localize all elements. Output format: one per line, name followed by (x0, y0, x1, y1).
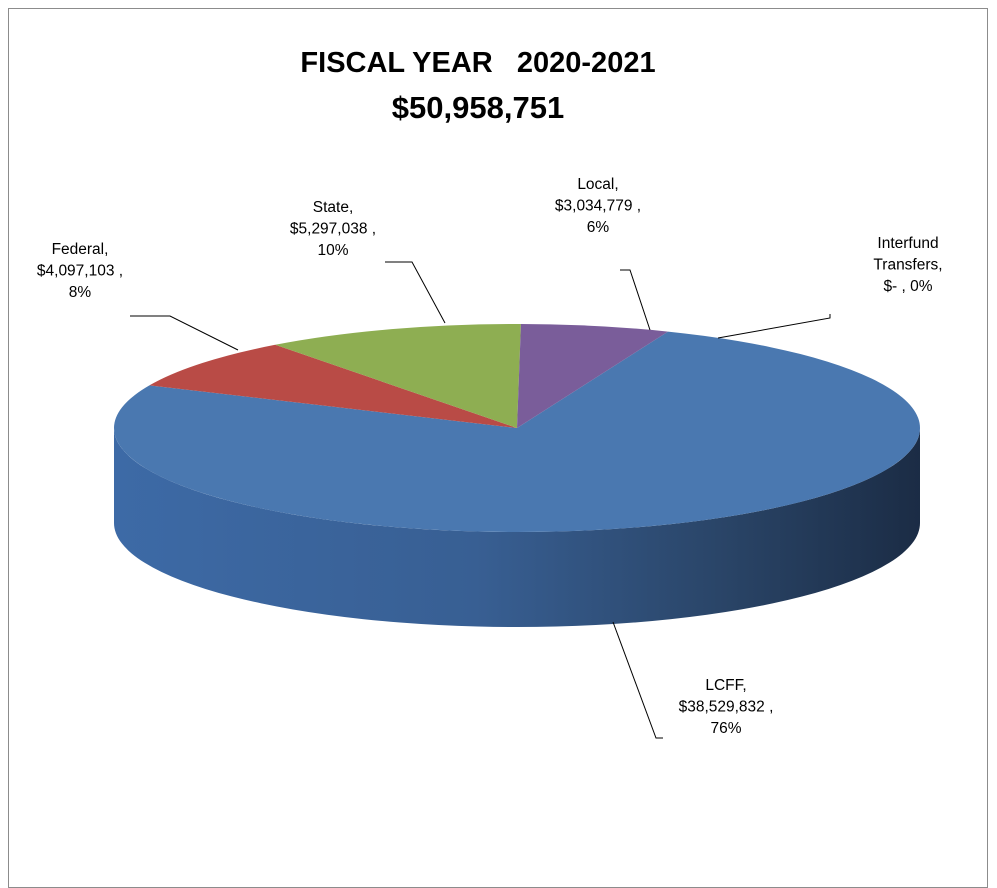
data-label-interfund-transfers-line-3: $- , 0% (883, 278, 932, 295)
leader-line-interfund-transfers (717, 314, 831, 339)
leader-lines (130, 261, 831, 739)
data-label-lcff-line-3: 76% (710, 720, 741, 737)
slice-state (275, 324, 521, 428)
chart-title: FISCAL YEAR 2020-2021 (300, 47, 655, 79)
data-label-lcff-line-1: LCFF, (705, 677, 746, 694)
data-label-interfund-transfers-line-2: Transfers, (873, 257, 942, 274)
data-label-federal-line-2: $4,097,103 , (37, 263, 123, 280)
pie-top (113, 324, 920, 533)
slice-federal (149, 344, 518, 428)
slice-side-lcff (114, 428, 920, 627)
leader-line-local (620, 269, 651, 331)
leader-line-state (385, 261, 446, 324)
data-label-local-line-3: 6% (587, 219, 610, 236)
data-labels: LCFF, $38,529,832 , 76% Federal, $4,097,103 … (37, 176, 943, 737)
data-label-lcff-line-2: $38,529,832 , (679, 699, 774, 716)
slice-lcff (113, 331, 920, 533)
leader-line-federal (130, 315, 239, 351)
data-label-federal-line-1: Federal, (52, 241, 109, 258)
data-label-local-line-1: Local, (577, 176, 618, 193)
leader-line-lcff (612, 621, 663, 739)
data-label-state-line-2: $5,297,038 , (290, 221, 376, 238)
slice-local (517, 324, 668, 428)
data-label-local-line-2: $3,034,779 , (555, 198, 641, 215)
pie-side (114, 428, 920, 627)
data-label-federal-line-3: 8% (69, 284, 92, 301)
data-label-state-line-3: 10% (317, 242, 348, 259)
data-label-state-line-1: State, (313, 199, 354, 216)
chart-subtitle: $50,958,751 (392, 90, 564, 125)
data-label-interfund-transfers-line-1: Interfund (877, 235, 938, 252)
